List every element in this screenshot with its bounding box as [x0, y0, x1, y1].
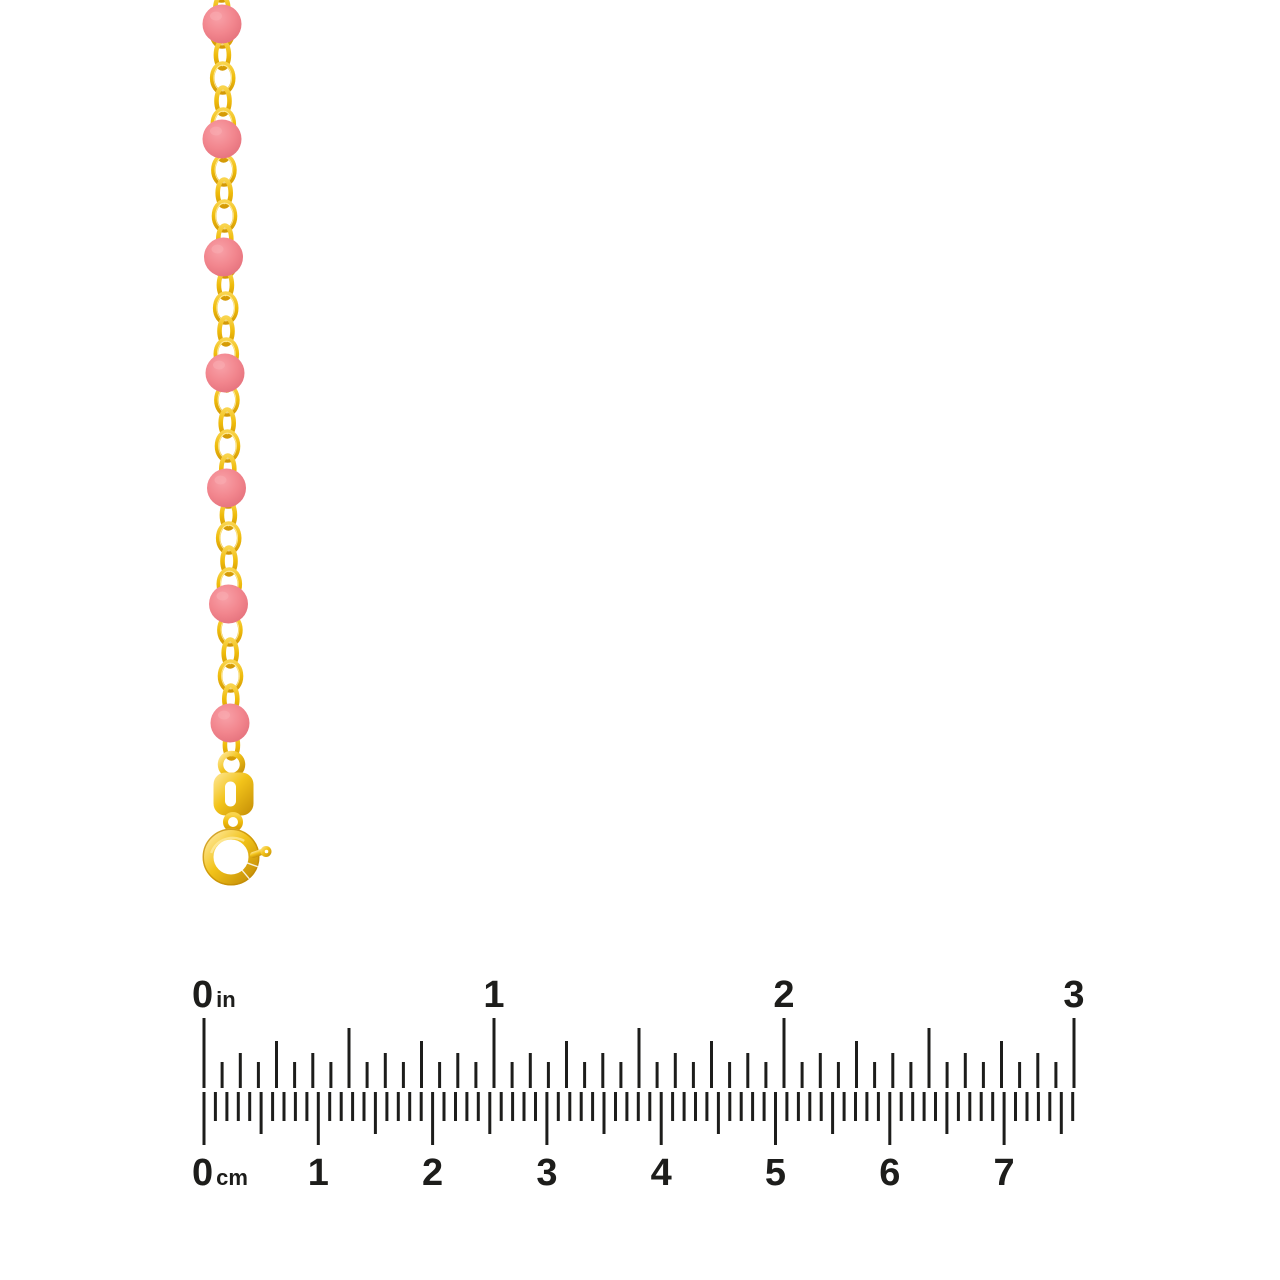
spring-ring [202, 828, 260, 886]
cm-label-4: 4 [651, 1152, 672, 1194]
spring-ring-clasp [202, 750, 272, 886]
chain-link [214, 85, 232, 117]
chain-link [220, 545, 238, 577]
chain-link-highlight [216, 294, 236, 322]
spring-ring-highlight [208, 836, 257, 886]
cm-label-1: 1 [308, 1152, 329, 1194]
ruler-cm-scale: 0 cm 1 2 3 4 5 6 7 [192, 1092, 1075, 1194]
cm-label-2: 2 [422, 1152, 443, 1194]
chain-link [217, 659, 244, 693]
bead-highlight [210, 126, 222, 136]
chain-link [221, 637, 239, 669]
cm-label-3: 3 [536, 1152, 557, 1194]
inch-zero-label: 0 in [192, 974, 236, 1016]
chain-link [211, 199, 238, 233]
attach-loop [223, 812, 243, 832]
chain-link-highlight [221, 662, 240, 690]
chain-link [214, 429, 241, 463]
spring-ring-seam [242, 860, 259, 868]
inch-label-2: 2 [773, 974, 794, 1016]
chain-link-highlight [218, 432, 237, 460]
enamel-bead [207, 468, 246, 508]
chain-link [214, 0, 229, 3]
enamel-bead [202, 4, 242, 44]
enamel-bead [204, 237, 243, 277]
inch-label-1: 1 [483, 974, 504, 1016]
cm-label-5: 5 [765, 1152, 786, 1194]
chain-link [218, 407, 236, 439]
chain-link-highlight [215, 202, 234, 230]
connector-link-slot [225, 781, 236, 807]
enamel-bead [205, 353, 245, 393]
chain-link [215, 521, 242, 555]
chain-link-highlight [219, 524, 239, 552]
enamel-bead [210, 703, 250, 743]
enamel-bead [209, 584, 248, 624]
chain-link [215, 177, 233, 209]
bead-highlight [210, 11, 222, 21]
bead-highlight [216, 591, 229, 601]
bead-highlight [214, 475, 227, 485]
chain-link [212, 291, 239, 325]
bead-highlight [211, 244, 224, 254]
enamel-beads [202, 4, 250, 743]
cm-label-7: 7 [994, 1152, 1015, 1194]
nub-hole [264, 849, 269, 854]
chain-link-highlight [213, 64, 233, 92]
cm-label-6: 6 [879, 1152, 900, 1194]
enamel-bead [202, 119, 242, 159]
bead-highlight [213, 360, 225, 370]
cm-zero-label: 0 cm [192, 1152, 248, 1194]
inch-label-3: 3 [1063, 974, 1084, 1016]
spring-ring-seam [238, 866, 250, 880]
ruler-inch-scale: 0 in 1 2 3 [192, 974, 1085, 1088]
chain-link [217, 315, 235, 347]
chain-link [209, 61, 236, 95]
bead-highlight [218, 710, 230, 720]
spring-ring-outer-rim [202, 828, 260, 886]
